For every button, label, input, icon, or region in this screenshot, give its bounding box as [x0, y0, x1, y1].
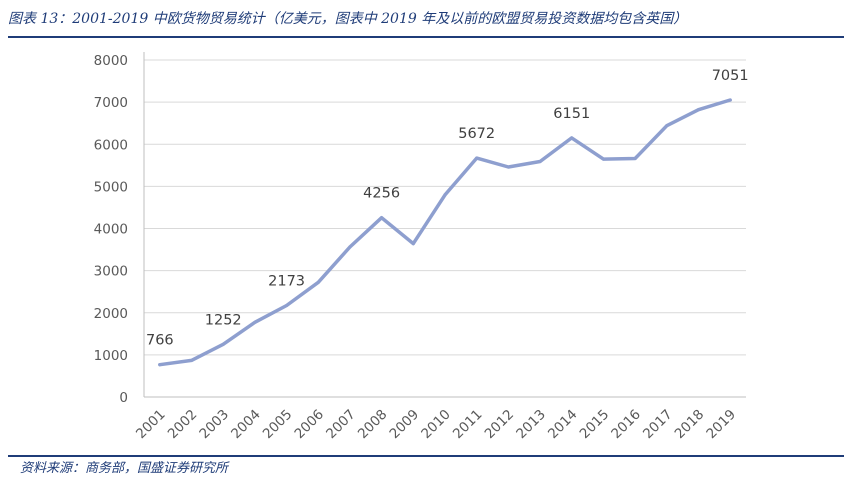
y-tick-label: 0	[119, 390, 128, 406]
x-tick-label: 2005	[260, 407, 296, 443]
data-point	[728, 98, 732, 102]
series-line	[158, 98, 732, 367]
x-tick-label: 2019	[703, 407, 739, 443]
source-note: 资料来源：商务部，国盛证券研究所	[20, 461, 229, 476]
x-tick-label: 2012	[482, 407, 518, 443]
x-tick-label: 2006	[291, 407, 327, 443]
data-point	[253, 320, 257, 324]
data-point	[285, 303, 289, 307]
data-point	[506, 165, 510, 169]
x-tick-label: 2018	[672, 407, 708, 443]
y-tick-label: 8000	[94, 53, 128, 69]
line-chart: 0100020003000400050006000700080002001200…	[94, 52, 749, 443]
data-label: 7051	[712, 68, 749, 84]
data-point	[443, 193, 447, 197]
x-tick-label: 2001	[133, 407, 169, 443]
y-tick-label: 3000	[94, 264, 128, 280]
x-tick-label: 2016	[608, 407, 644, 443]
y-tick-label: 2000	[94, 306, 128, 322]
data-point	[696, 108, 700, 112]
data-label: 5672	[458, 126, 495, 142]
x-tick-label: 2017	[640, 407, 676, 443]
data-label: 6151	[553, 106, 590, 122]
data-point	[190, 358, 194, 362]
data-label: 4256	[363, 186, 400, 202]
y-tick-label: 6000	[94, 137, 128, 153]
data-point	[348, 245, 352, 249]
x-tick-label: 2002	[165, 407, 201, 443]
data-point	[570, 136, 574, 140]
data-point	[380, 216, 384, 220]
x-tick-label: 2004	[228, 407, 264, 443]
data-point	[316, 280, 320, 284]
data-label: 1252	[205, 312, 242, 328]
x-tick-label: 2015	[577, 407, 613, 443]
data-point	[601, 157, 605, 161]
data-point	[221, 342, 225, 346]
y-tick-label: 7000	[94, 95, 128, 111]
data-point	[665, 124, 669, 128]
y-tick-label: 4000	[94, 222, 128, 238]
data-point	[538, 159, 542, 163]
data-point	[475, 156, 479, 160]
data-point	[411, 242, 415, 246]
data-point	[633, 157, 637, 161]
x-tick-label: 2010	[418, 407, 454, 443]
y-tick-label: 5000	[94, 179, 128, 195]
x-tick-label: 2014	[545, 407, 581, 443]
y-tick-label: 1000	[94, 348, 128, 364]
chart-caption-bar: 图表 13：2001-2019 中欧货物贸易统计（亿美元，图表中 2019 年及…	[8, 6, 844, 38]
source-bar: 资料来源：商务部，国盛证券研究所	[8, 455, 844, 481]
x-tick-label: 2009	[387, 407, 423, 443]
x-tick-label: 2011	[450, 407, 486, 443]
figure-title: 图表 13：2001-2019 中欧货物贸易统计（亿美元，图表中 2019 年及…	[8, 11, 688, 27]
x-tick-label: 2007	[323, 407, 359, 443]
data-label: 2173	[268, 273, 305, 289]
x-tick-label: 2008	[355, 407, 391, 443]
x-tick-label: 2013	[513, 407, 549, 443]
data-point	[158, 363, 162, 367]
x-tick-label: 2003	[196, 407, 232, 443]
data-label: 766	[146, 333, 174, 349]
